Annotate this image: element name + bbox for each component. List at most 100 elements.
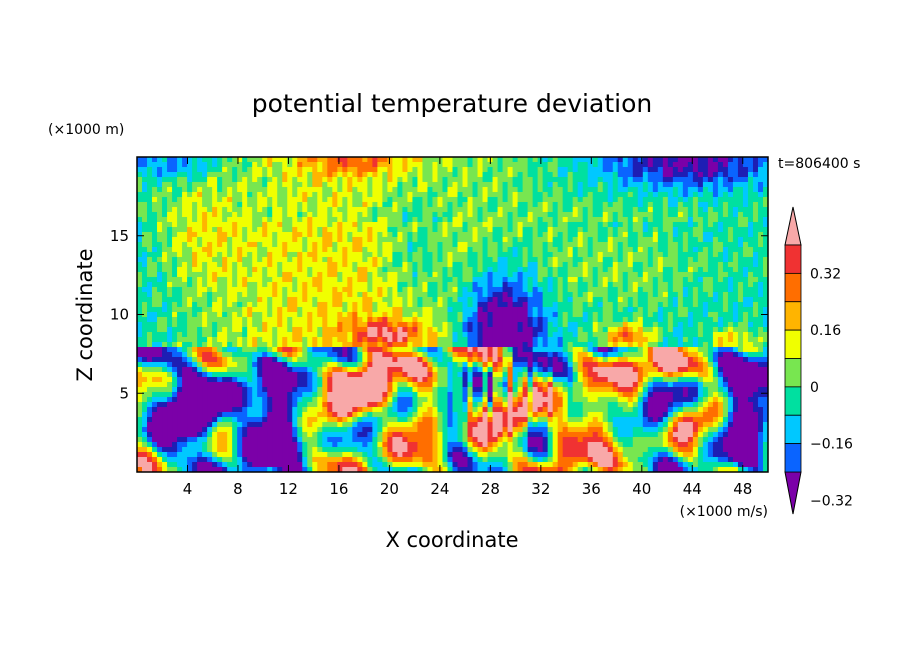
heat-cell — [392, 177, 399, 183]
heat-cell — [757, 267, 764, 273]
heat-cell — [597, 257, 604, 263]
heat-cell — [367, 332, 373, 338]
heat-cell — [297, 192, 303, 198]
heat-cell — [307, 327, 313, 333]
heat-cell — [187, 342, 193, 348]
heat-cell — [532, 162, 539, 168]
heat-cell — [592, 307, 599, 313]
heat-cell — [687, 187, 694, 193]
heat-cell — [367, 172, 373, 178]
heat-cell — [437, 342, 444, 348]
heat-cell — [252, 282, 258, 288]
heat-cell — [337, 282, 343, 288]
heat-cell — [232, 342, 238, 348]
heat-cell — [392, 262, 399, 268]
heat-cell — [507, 287, 514, 293]
heat-cell — [277, 252, 283, 258]
heat-cell — [327, 262, 333, 268]
heat-cell — [612, 257, 619, 263]
heat-cell — [412, 192, 419, 198]
heat-cell — [162, 187, 168, 193]
heat-cell — [412, 157, 419, 163]
heat-cell — [172, 347, 178, 353]
heat-cell — [567, 312, 574, 318]
heat-cell — [747, 252, 754, 258]
heat-cell — [542, 347, 549, 353]
heat-cell — [342, 297, 348, 303]
heat-cell — [612, 282, 619, 288]
heat-cell — [672, 182, 679, 188]
heat-cell — [547, 252, 554, 258]
heat-cell — [257, 207, 263, 213]
heat-cell — [292, 217, 298, 223]
heat-cell — [442, 162, 449, 168]
heat-cell — [557, 267, 564, 273]
heat-cell — [282, 217, 288, 223]
heat-cell — [507, 252, 514, 258]
heat-cell — [427, 277, 434, 283]
heat-cell — [142, 292, 148, 298]
heat-cell — [487, 227, 494, 233]
heat-cell — [467, 327, 474, 333]
heat-cell — [702, 347, 709, 353]
heat-cell — [247, 227, 253, 233]
heat-cell — [437, 197, 444, 203]
heat-cell — [687, 267, 694, 273]
heat-cell — [617, 172, 624, 178]
heat-cell — [277, 197, 283, 203]
heat-cell — [482, 337, 489, 343]
heat-cell — [342, 347, 348, 353]
heat-cell — [322, 257, 328, 263]
heat-cell — [702, 327, 709, 333]
heat-cell — [192, 337, 198, 343]
heat-cell — [502, 322, 509, 328]
heat-cell — [687, 347, 694, 353]
heat-cell — [192, 242, 198, 248]
heat-cell — [177, 287, 183, 293]
heat-cell — [432, 277, 439, 283]
heat-cell — [257, 227, 263, 233]
heat-cell — [242, 307, 248, 313]
heat-cell — [362, 282, 368, 288]
heat-cell — [657, 217, 664, 223]
heat-cell — [697, 197, 704, 203]
heat-cell — [427, 247, 434, 253]
heat-cell — [292, 327, 298, 333]
heat-cell — [252, 237, 258, 243]
heat-cell — [562, 247, 569, 253]
heat-cell — [252, 307, 258, 313]
heat-cell — [377, 327, 383, 333]
heat-cell — [717, 202, 724, 208]
heat-cell — [707, 162, 714, 168]
heat-cell — [197, 267, 203, 273]
heat-cell — [322, 347, 328, 353]
heat-cell — [597, 237, 604, 243]
heat-cell — [407, 302, 414, 308]
heat-cell — [682, 307, 689, 313]
heat-cell — [197, 302, 203, 308]
heat-cell — [257, 237, 263, 243]
heat-cell — [372, 337, 378, 343]
heat-cell — [457, 262, 464, 268]
heat-cell — [317, 242, 323, 248]
heat-cell — [462, 157, 469, 163]
heat-cell — [417, 227, 424, 233]
heat-cell — [222, 307, 228, 313]
heat-cell — [322, 222, 328, 228]
heat-cell — [407, 342, 414, 348]
heat-cell — [157, 247, 163, 253]
heat-cell — [737, 227, 744, 233]
heat-cell — [582, 187, 589, 193]
heat-cell — [402, 262, 409, 268]
heat-cell — [267, 212, 273, 218]
heat-cell — [517, 282, 524, 288]
heat-cell — [407, 212, 414, 218]
heat-cell — [637, 317, 644, 323]
heat-cell — [247, 292, 253, 298]
heat-cell — [392, 317, 399, 323]
heat-cell — [432, 187, 439, 193]
heat-cell — [227, 222, 233, 228]
heat-cell — [372, 327, 378, 333]
heat-cell — [192, 162, 198, 168]
heat-cell — [472, 312, 479, 318]
